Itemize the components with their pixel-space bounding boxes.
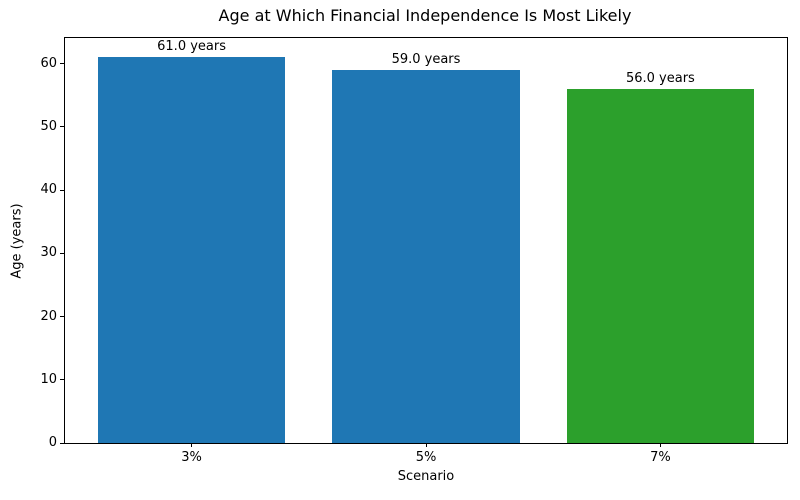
y-tick-mark	[60, 126, 64, 128]
y-tick-label: 0	[48, 435, 57, 450]
plot-area: Scenario Age (years) 0 10 20 30 40 50 60 61.0 y…	[10, 37, 788, 484]
y-tick-label: 10	[40, 371, 57, 387]
x-tick-label: 3%	[181, 450, 202, 465]
y-tick-mark	[60, 316, 64, 318]
x-axis-label: Scenario	[397, 469, 455, 484]
y-tick-label: 50	[40, 118, 57, 134]
bar-value-label: 56.0 years	[625, 70, 695, 86]
bar-value-label: 61.0 years	[157, 39, 226, 55]
y-tick-label: 20	[40, 308, 57, 324]
y-tick-mark	[60, 252, 64, 254]
y-tick-mark	[60, 189, 64, 191]
y-tick-label: 40	[40, 182, 57, 198]
x-tick-mark	[659, 443, 661, 447]
y-tick-label: 30	[40, 245, 57, 261]
bar	[332, 69, 520, 443]
y-tick-label: 60	[40, 55, 57, 71]
y-tick-mark	[60, 379, 64, 381]
x-tick-mark	[425, 443, 427, 447]
bar-value-label: 59.0 years	[391, 51, 461, 67]
bar	[97, 57, 286, 443]
chart-title: Age at Which Financial Independence Is M…	[218, 6, 632, 25]
y-tick-mark	[60, 63, 64, 65]
bar	[566, 88, 755, 443]
x-tick-label: 5%	[415, 450, 437, 465]
x-tick-mark	[191, 443, 193, 447]
y-axis-label: Age (years)	[9, 202, 25, 279]
x-tick-label: 7%	[650, 450, 671, 465]
y-tick-mark	[60, 442, 64, 444]
